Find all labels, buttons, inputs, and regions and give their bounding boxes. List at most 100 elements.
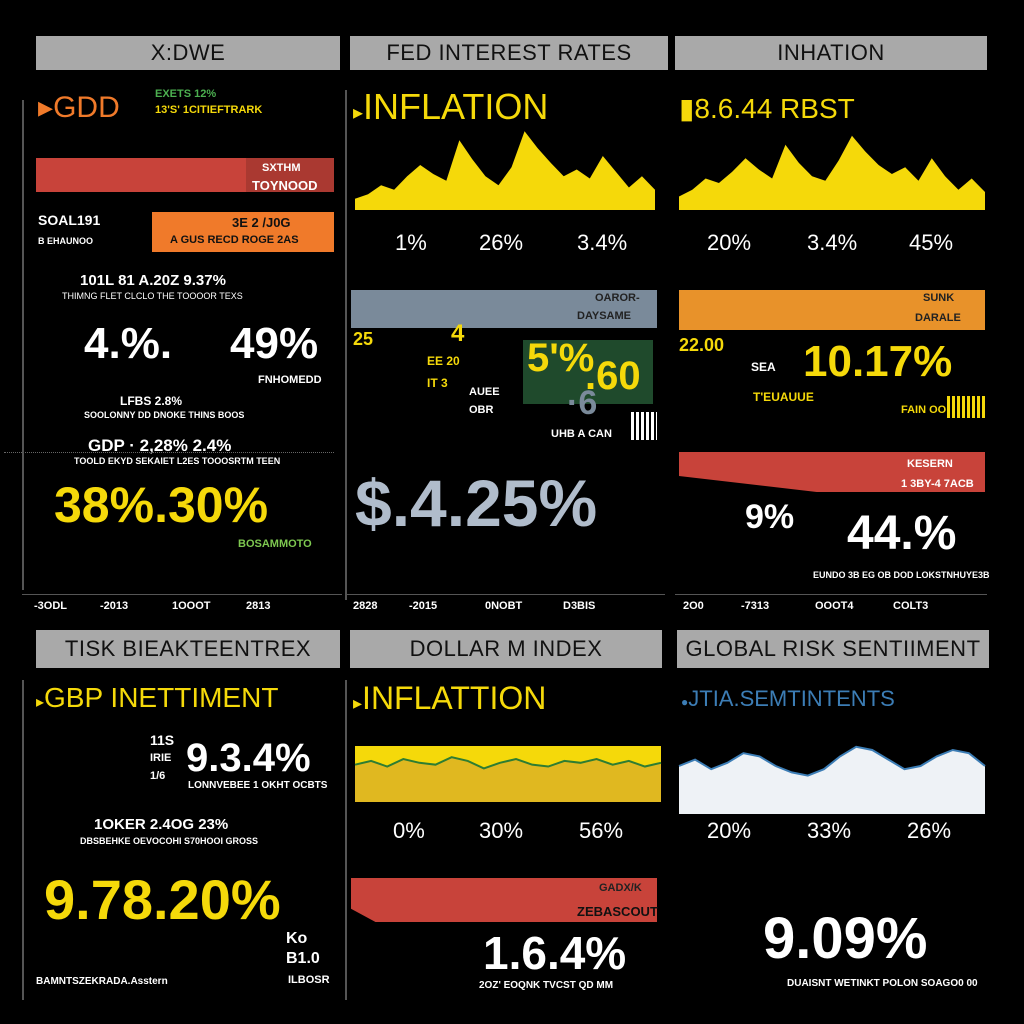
- circle-icon: ●: [681, 695, 689, 709]
- number: .60: [585, 354, 641, 398]
- tick-label: 20%: [707, 818, 752, 843]
- inflation-area-chart: [354, 131, 656, 210]
- value-b-sub: FNHOMEDD: [258, 374, 322, 386]
- tick-label: 26%: [479, 230, 524, 255]
- side-label: B1.0: [286, 950, 320, 967]
- axis-tick: 2O0: [683, 600, 704, 612]
- tick-label: 3.4%: [577, 230, 628, 255]
- value-b: 44.%: [847, 507, 957, 560]
- dotted-divider: [4, 452, 334, 454]
- main-value: $.4.25%: [355, 466, 598, 540]
- value-a: 9.3.4%: [186, 736, 311, 780]
- footer-text: 2OZ' EOQNK TVCST QD MM: [479, 980, 614, 991]
- side-label: Ko: [286, 930, 308, 947]
- label: EE 20: [427, 354, 460, 368]
- tick-label: 3.4%: [807, 230, 858, 255]
- green-block: [523, 340, 653, 404]
- value-a-sub: LONNVEBEE 1 OKHT OCBTS: [188, 780, 328, 791]
- label: OBR: [469, 404, 494, 416]
- stat-row-sub: DBSBEHKE OEVOCOHI S70HOOI GROSS: [80, 836, 259, 846]
- arrow-right-icon: ▸: [38, 91, 54, 124]
- mini-label-sub: SOOLONNY DD DNOKE THINS BOOS: [84, 410, 245, 420]
- footer-text: BAMNTSZEKRADA.Asstern: [36, 976, 168, 987]
- stat-row-sub: THIMNG FLET CLCLO THE TOOOOR TEXS: [62, 291, 243, 301]
- tick-label: 45%: [909, 230, 954, 255]
- tag: 1/6: [150, 770, 166, 782]
- mini-label: LFBS 2.8%: [120, 394, 183, 408]
- axis-tick: 2813: [246, 600, 271, 612]
- main-value-sub: BOSAMMOTO: [238, 538, 312, 550]
- panel-title: ▸INFLATION: [353, 86, 549, 127]
- gray-bar: [351, 290, 657, 328]
- stat-row: 101L 81 A.20Z 9.37%: [80, 272, 226, 289]
- bar-label: ZEBASCOUT: [577, 904, 658, 919]
- axis-tick: 1OOOT: [172, 600, 211, 612]
- bar-label: 1 3BY-4 7ACB: [901, 478, 974, 490]
- number: ·6: [567, 384, 598, 422]
- area-series: [355, 131, 655, 210]
- label: UHB A CAN: [551, 428, 612, 440]
- series-line: [354, 756, 662, 770]
- main-value: 38%.30%: [54, 477, 269, 533]
- series-line: [678, 745, 986, 777]
- number: 4: [451, 320, 465, 347]
- arrow-right-icon: ▸: [353, 102, 364, 124]
- panel-title: ▸INFLATTION: [353, 680, 547, 716]
- label: T'EUAUUE: [753, 390, 814, 404]
- axis-line: [345, 90, 347, 600]
- red-bar-tip: [246, 158, 334, 192]
- axis-tick: 0NOBT: [485, 600, 523, 612]
- arrow-right-icon: ▸: [36, 694, 45, 711]
- mini-bars: [947, 396, 985, 418]
- arrow-right-icon: ▸: [353, 693, 363, 713]
- panel-title: ▸GBP INETTIMENT: [36, 682, 279, 713]
- axis-line: [345, 680, 347, 1000]
- orange-bar: [679, 290, 985, 330]
- panel-title: ▸GDD: [38, 91, 120, 124]
- panel-title: ▮8.6.44 RBST: [679, 93, 855, 124]
- bar-label: KESERN: [907, 458, 953, 470]
- gdp-row-sub: TOOLD EKYD SEKAIET L2ES TOOOSRTM TEEN: [74, 456, 281, 466]
- panel-risk: TISK BIEAKTEENTREX ▸GBP INETTIMENT 11S I…: [0, 620, 345, 1024]
- area-series: [355, 757, 661, 802]
- red-bar: [351, 878, 657, 922]
- number: 10.17%: [803, 337, 953, 386]
- panel-title: ●JTIA.SEMTINTENTS: [681, 686, 895, 711]
- panel-dollar-index: DOLLAR M INDEX ▸INFLATTION 0% 30% 56% GA…: [345, 620, 675, 1024]
- bar-label: TOYNOOD: [252, 178, 318, 193]
- tick-label: 26%: [907, 818, 952, 843]
- tick-label: 1%: [395, 230, 427, 255]
- panel-header: GLOBAL RISK SENTIIMENT: [677, 630, 989, 668]
- bar-label: OAROR-: [595, 292, 640, 304]
- panel-header: DOLLAR M INDEX: [350, 630, 662, 668]
- red-bar: [36, 158, 246, 192]
- value-b: 49%: [230, 319, 319, 368]
- bar-label: A GUS RECD ROGE 2AS: [170, 234, 299, 246]
- axis-tick: -2015: [409, 600, 438, 612]
- axis-tick: -3ODL: [34, 600, 67, 612]
- axis-tick: -2013: [100, 600, 129, 612]
- tick-label: 20%: [707, 230, 752, 255]
- panel-fed-rates: FED INTEREST RATES ▸INFLATION 1% 26% 3.4…: [345, 0, 675, 620]
- axis-tick: 2828: [353, 600, 378, 612]
- footer-text: DUAISNT WETINKT POLON SOAGO0 00: [787, 978, 978, 989]
- bar-label: DARALE: [915, 312, 961, 324]
- label: IT 3: [427, 376, 448, 390]
- panel-inhation: INHATION ▮8.6.44 RBST 20% 3.4% 45% SUNK …: [675, 0, 1024, 620]
- bar-label: SXTHM: [262, 162, 301, 174]
- axis-line: [22, 100, 24, 590]
- axis-tick: D3BIS: [563, 600, 596, 612]
- number: 22.00: [679, 335, 725, 355]
- sentiment-line-chart: [678, 745, 986, 814]
- bar-label: SUNK: [923, 292, 955, 304]
- main-value: 9.78.20%: [44, 868, 281, 931]
- panel-header: FED INTEREST RATES: [350, 36, 668, 70]
- tag: 11S: [150, 732, 175, 748]
- bar-label: DAYSAME: [577, 310, 631, 322]
- axis-baseline: [22, 594, 342, 595]
- left-label: SOAL191: [38, 212, 101, 228]
- main-value: 9.09%: [763, 906, 928, 971]
- main-value: 1.6.4%: [483, 927, 627, 979]
- tick-label: 33%: [807, 818, 852, 843]
- value-a: 9%: [745, 498, 795, 536]
